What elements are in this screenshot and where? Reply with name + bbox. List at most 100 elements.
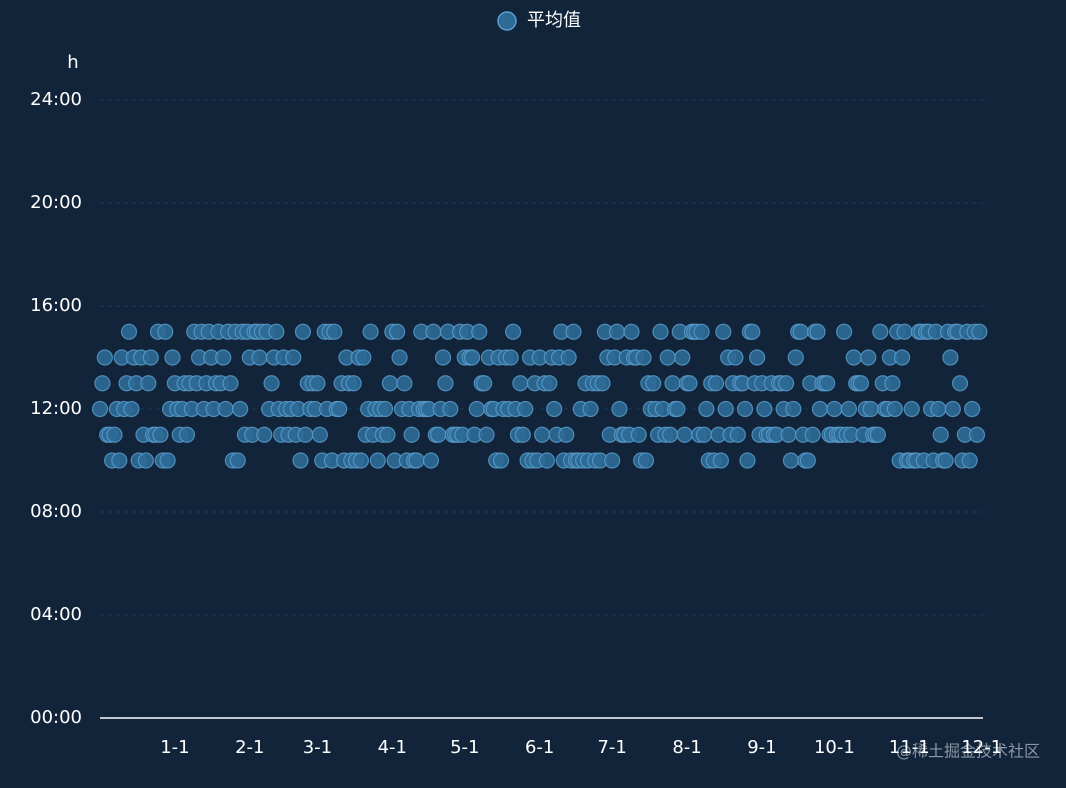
point — [872, 323, 889, 340]
point — [565, 323, 582, 340]
x-tick-label: 2-1 — [235, 737, 264, 758]
point — [369, 452, 386, 469]
point — [811, 400, 829, 418]
point — [664, 375, 681, 392]
point — [123, 400, 140, 418]
point — [852, 375, 870, 392]
point — [442, 400, 459, 418]
point — [799, 452, 816, 469]
point — [736, 400, 754, 418]
y-tick-label: 04:00 — [30, 604, 82, 625]
point — [251, 349, 268, 366]
x-tick-label: 10-1 — [814, 737, 855, 758]
y-tick-label: 16:00 — [30, 295, 82, 316]
point — [951, 375, 969, 392]
point — [715, 323, 732, 340]
point — [930, 400, 947, 418]
point — [140, 375, 157, 392]
point — [971, 323, 988, 340]
point — [534, 426, 551, 443]
point — [517, 400, 534, 418]
point — [468, 400, 485, 418]
x-tick-label: 4-1 — [378, 737, 407, 758]
point — [294, 323, 312, 340]
point — [652, 323, 669, 340]
point — [594, 375, 611, 392]
point — [739, 452, 756, 469]
point — [408, 452, 425, 469]
point — [215, 349, 232, 366]
point — [645, 375, 662, 392]
point — [780, 426, 797, 443]
point — [819, 375, 836, 392]
point — [961, 452, 978, 469]
x-tick-label: 9-1 — [747, 737, 776, 758]
point — [782, 452, 800, 469]
point — [297, 426, 314, 443]
point — [809, 323, 826, 340]
point — [430, 426, 447, 443]
point — [391, 349, 408, 366]
point — [94, 375, 111, 392]
point — [845, 349, 862, 366]
point — [937, 452, 954, 469]
point — [164, 349, 181, 366]
point — [268, 323, 285, 340]
point — [512, 375, 529, 392]
point — [560, 349, 577, 366]
point — [862, 400, 879, 418]
legend-label[interactable]: 平均值 — [527, 10, 581, 31]
x-tick-label: 5-1 — [450, 737, 479, 758]
legend-marker[interactable] — [497, 11, 517, 31]
point — [437, 375, 454, 392]
point — [582, 400, 599, 418]
point — [674, 349, 691, 366]
point — [623, 323, 640, 340]
point — [729, 426, 746, 443]
point — [538, 452, 556, 469]
point — [869, 426, 887, 443]
point — [492, 452, 510, 469]
point — [662, 426, 679, 443]
point — [676, 426, 693, 443]
point — [514, 426, 531, 443]
point — [471, 323, 488, 340]
point — [693, 323, 710, 340]
point — [463, 349, 481, 366]
point — [331, 400, 348, 418]
point — [942, 349, 959, 366]
point — [964, 400, 981, 418]
point — [120, 323, 138, 340]
point — [476, 375, 493, 392]
point — [712, 452, 729, 469]
point — [362, 323, 379, 340]
point — [749, 349, 766, 366]
point — [698, 400, 715, 418]
y-tick-label: 20:00 — [30, 192, 82, 213]
point — [396, 375, 413, 392]
point — [717, 400, 734, 418]
point — [546, 400, 563, 418]
point — [893, 349, 911, 366]
point — [826, 400, 843, 418]
point — [944, 400, 961, 418]
point — [630, 426, 647, 443]
point — [604, 452, 621, 469]
point — [311, 426, 328, 443]
point — [352, 452, 370, 469]
point — [659, 349, 676, 366]
point — [744, 323, 761, 340]
point — [389, 323, 406, 340]
point — [707, 375, 725, 392]
watermark: @稀土掘金技术社区 — [896, 742, 1040, 761]
point — [727, 349, 744, 366]
y-tick-label: 00:00 — [30, 707, 82, 728]
x-tick-label: 12-1 — [961, 737, 1002, 758]
point — [695, 426, 713, 443]
point — [425, 323, 442, 340]
x-tick-label: 8-1 — [672, 737, 701, 758]
point — [178, 426, 196, 443]
point — [635, 349, 652, 366]
point — [787, 349, 804, 366]
